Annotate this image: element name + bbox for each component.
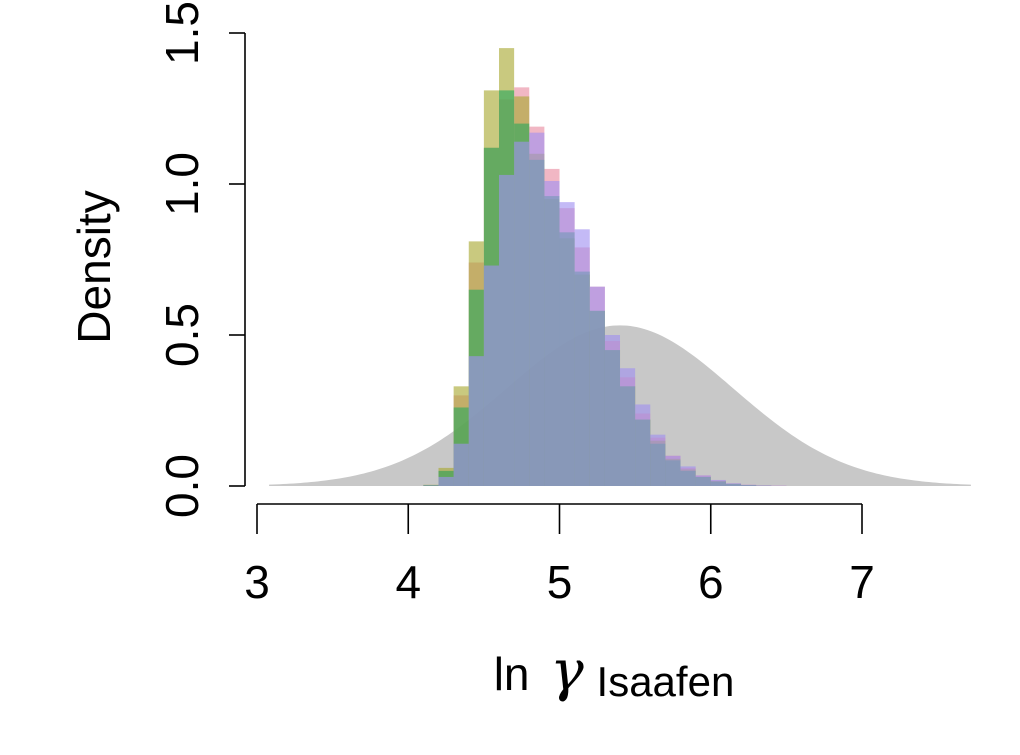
histogram-bar <box>590 287 605 486</box>
y-tick-label: 1.0 <box>156 152 208 216</box>
histogram-bar <box>756 485 771 486</box>
histogram-bar <box>741 485 756 486</box>
y-tick-label: 1.5 <box>156 1 208 65</box>
x-tick-label: 5 <box>547 556 573 608</box>
histogram-bar <box>560 202 575 486</box>
y-tick-label: 0.0 <box>156 454 208 518</box>
histogram-bar <box>499 175 514 486</box>
histogram-bar <box>544 181 559 486</box>
histogram-bar <box>575 229 590 486</box>
x-axis-label-subscript: Isaafen <box>597 658 735 705</box>
histogram-bar <box>696 475 711 486</box>
x-axis-label: ln γ Isaafen <box>494 639 735 705</box>
x-axis-label-symbol: γ <box>550 639 584 704</box>
histogram-bar <box>423 485 438 486</box>
histogram-bar <box>620 368 635 486</box>
histogram-bar <box>665 456 680 486</box>
histogram-bar <box>484 266 499 486</box>
histogram-bar <box>635 404 650 486</box>
histogram-bar <box>726 483 741 486</box>
histogram-bar <box>605 335 620 486</box>
y-tick-label: 0.5 <box>156 303 208 367</box>
x-tick-label: 3 <box>244 556 270 608</box>
histogram-bar <box>439 477 454 486</box>
histogram-bar <box>514 142 529 486</box>
x-tick-label: 6 <box>698 556 724 608</box>
histogram-bar <box>529 133 544 486</box>
x-tick-label: 4 <box>395 556 421 608</box>
histogram-bar <box>650 435 665 486</box>
histogram-bar <box>469 356 484 486</box>
histogram-bar <box>454 444 469 486</box>
histogram-bar <box>711 480 726 486</box>
y-axis-label: Density <box>68 190 120 343</box>
x-tick-label: 7 <box>849 556 875 608</box>
x-axis-label-prefix: ln <box>494 648 530 700</box>
histogram-bar <box>681 466 696 486</box>
